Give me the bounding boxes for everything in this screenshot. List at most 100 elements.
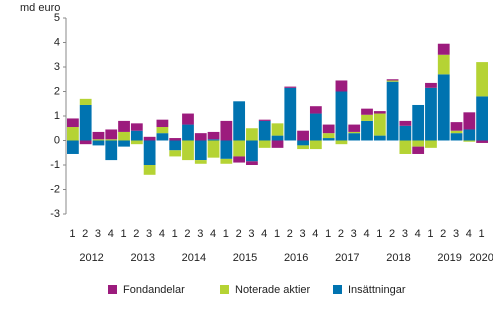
bar-segment [194,140,207,161]
bar-segment [258,120,271,141]
x-group-label: 2019 [437,252,461,264]
bar-segment [130,130,143,141]
y-tick-label: -2 [50,183,60,195]
bar-segment [335,80,348,92]
bar-segment [258,119,271,121]
bar-segment [118,140,130,147]
bar-segment [182,124,194,141]
x-tick-label: 3 [197,228,203,240]
bar-segment [450,133,463,141]
bar-segment [335,140,348,145]
bar-segment [361,108,373,115]
x-tick-label: 1 [274,228,280,240]
bar-segment [79,98,92,105]
bar-segment [373,135,386,141]
bar-segment [386,79,399,81]
bar-segment [348,133,361,141]
x-tick-label: 2 [389,228,395,240]
bar-segment [207,140,220,158]
y-tick-label: -1 [50,159,60,171]
x-tick-label: 2 [338,228,344,240]
legend-label: Fondandelar [123,284,185,296]
bar-segment [309,113,322,141]
x-tick-label: 1 [427,228,433,240]
bar-segment [425,87,437,141]
x-tick-label: 2 [133,228,139,240]
bar-segment [258,140,271,148]
x-tick-label: 4 [261,228,267,240]
bar-segment [450,130,463,134]
x-tick-label: 2 [236,228,242,240]
bar-segment [437,43,450,55]
x-group-label: 2014 [182,252,206,264]
bar-segment [105,140,118,161]
bar-segment [156,127,169,134]
y-tick-label: 1 [54,110,60,122]
x-tick-label: 4 [363,228,369,240]
bar-segment [361,120,373,141]
x-tick-label: 4 [312,228,318,240]
bar-segment [271,140,284,148]
y-tick-label: 0 [54,134,60,146]
bar-segment [386,81,399,141]
x-tick-label: 3 [453,228,459,240]
bar-segment [194,133,207,141]
bar-segment [412,140,425,147]
bar-segment [220,120,233,141]
legend-label: Insättningar [348,284,406,296]
bar-segment [105,129,118,140]
bar-segment [450,122,463,131]
bar-segment [194,160,207,164]
legend-label: Noterade aktier [235,284,311,296]
legend-swatch [333,285,342,294]
x-tick-label: 1 [223,228,229,240]
x-tick-label: 2 [82,228,88,240]
bar-segment [220,158,233,164]
bar-segment [335,91,348,141]
bar-segment [143,140,156,165]
bar-segment [207,139,220,141]
x-group-label: 2015 [233,252,257,264]
x-tick-label: 1 [376,228,382,240]
y-tick-label: -3 [50,208,60,220]
x-tick-label: 3 [351,228,357,240]
bar-segment [271,135,284,141]
bar-segment [246,128,258,141]
bar-segment [220,140,233,159]
bar-segment [322,133,335,139]
bar-segment [425,140,437,148]
bar-segment [169,140,182,151]
y-tick-label: 5 [54,12,60,24]
x-group-label: 2020 [469,252,493,264]
bar-segment [143,136,156,141]
x-tick-label: 1 [479,228,485,240]
x-tick-label: 4 [210,228,216,240]
legend-swatch [220,285,229,294]
bar-segment [297,145,309,150]
bar-segment [156,119,169,128]
bar-segment [463,140,476,142]
x-group-label: 2017 [335,252,359,264]
bar-segment [143,165,156,175]
x-tick-label: 4 [466,228,472,240]
bar-segment [437,54,450,75]
bar-segment [361,114,373,121]
bar-segment [399,120,412,126]
bar-segment [425,82,437,88]
bar-segment [476,140,488,143]
bar-segment [437,74,450,141]
x-tick-label: 1 [172,228,178,240]
bar-segment [246,161,258,165]
x-tick-label: 1 [325,228,331,240]
bar-segment [67,127,79,141]
bar-segment [309,106,322,114]
y-tick-label: 2 [54,85,60,97]
bar-segment [373,111,386,114]
bar-segment [207,131,220,140]
bar-segment [67,118,79,128]
bar-segment [373,113,386,136]
bar-segment [297,140,309,146]
bar-segment [476,96,488,141]
bar-segment [246,140,258,162]
